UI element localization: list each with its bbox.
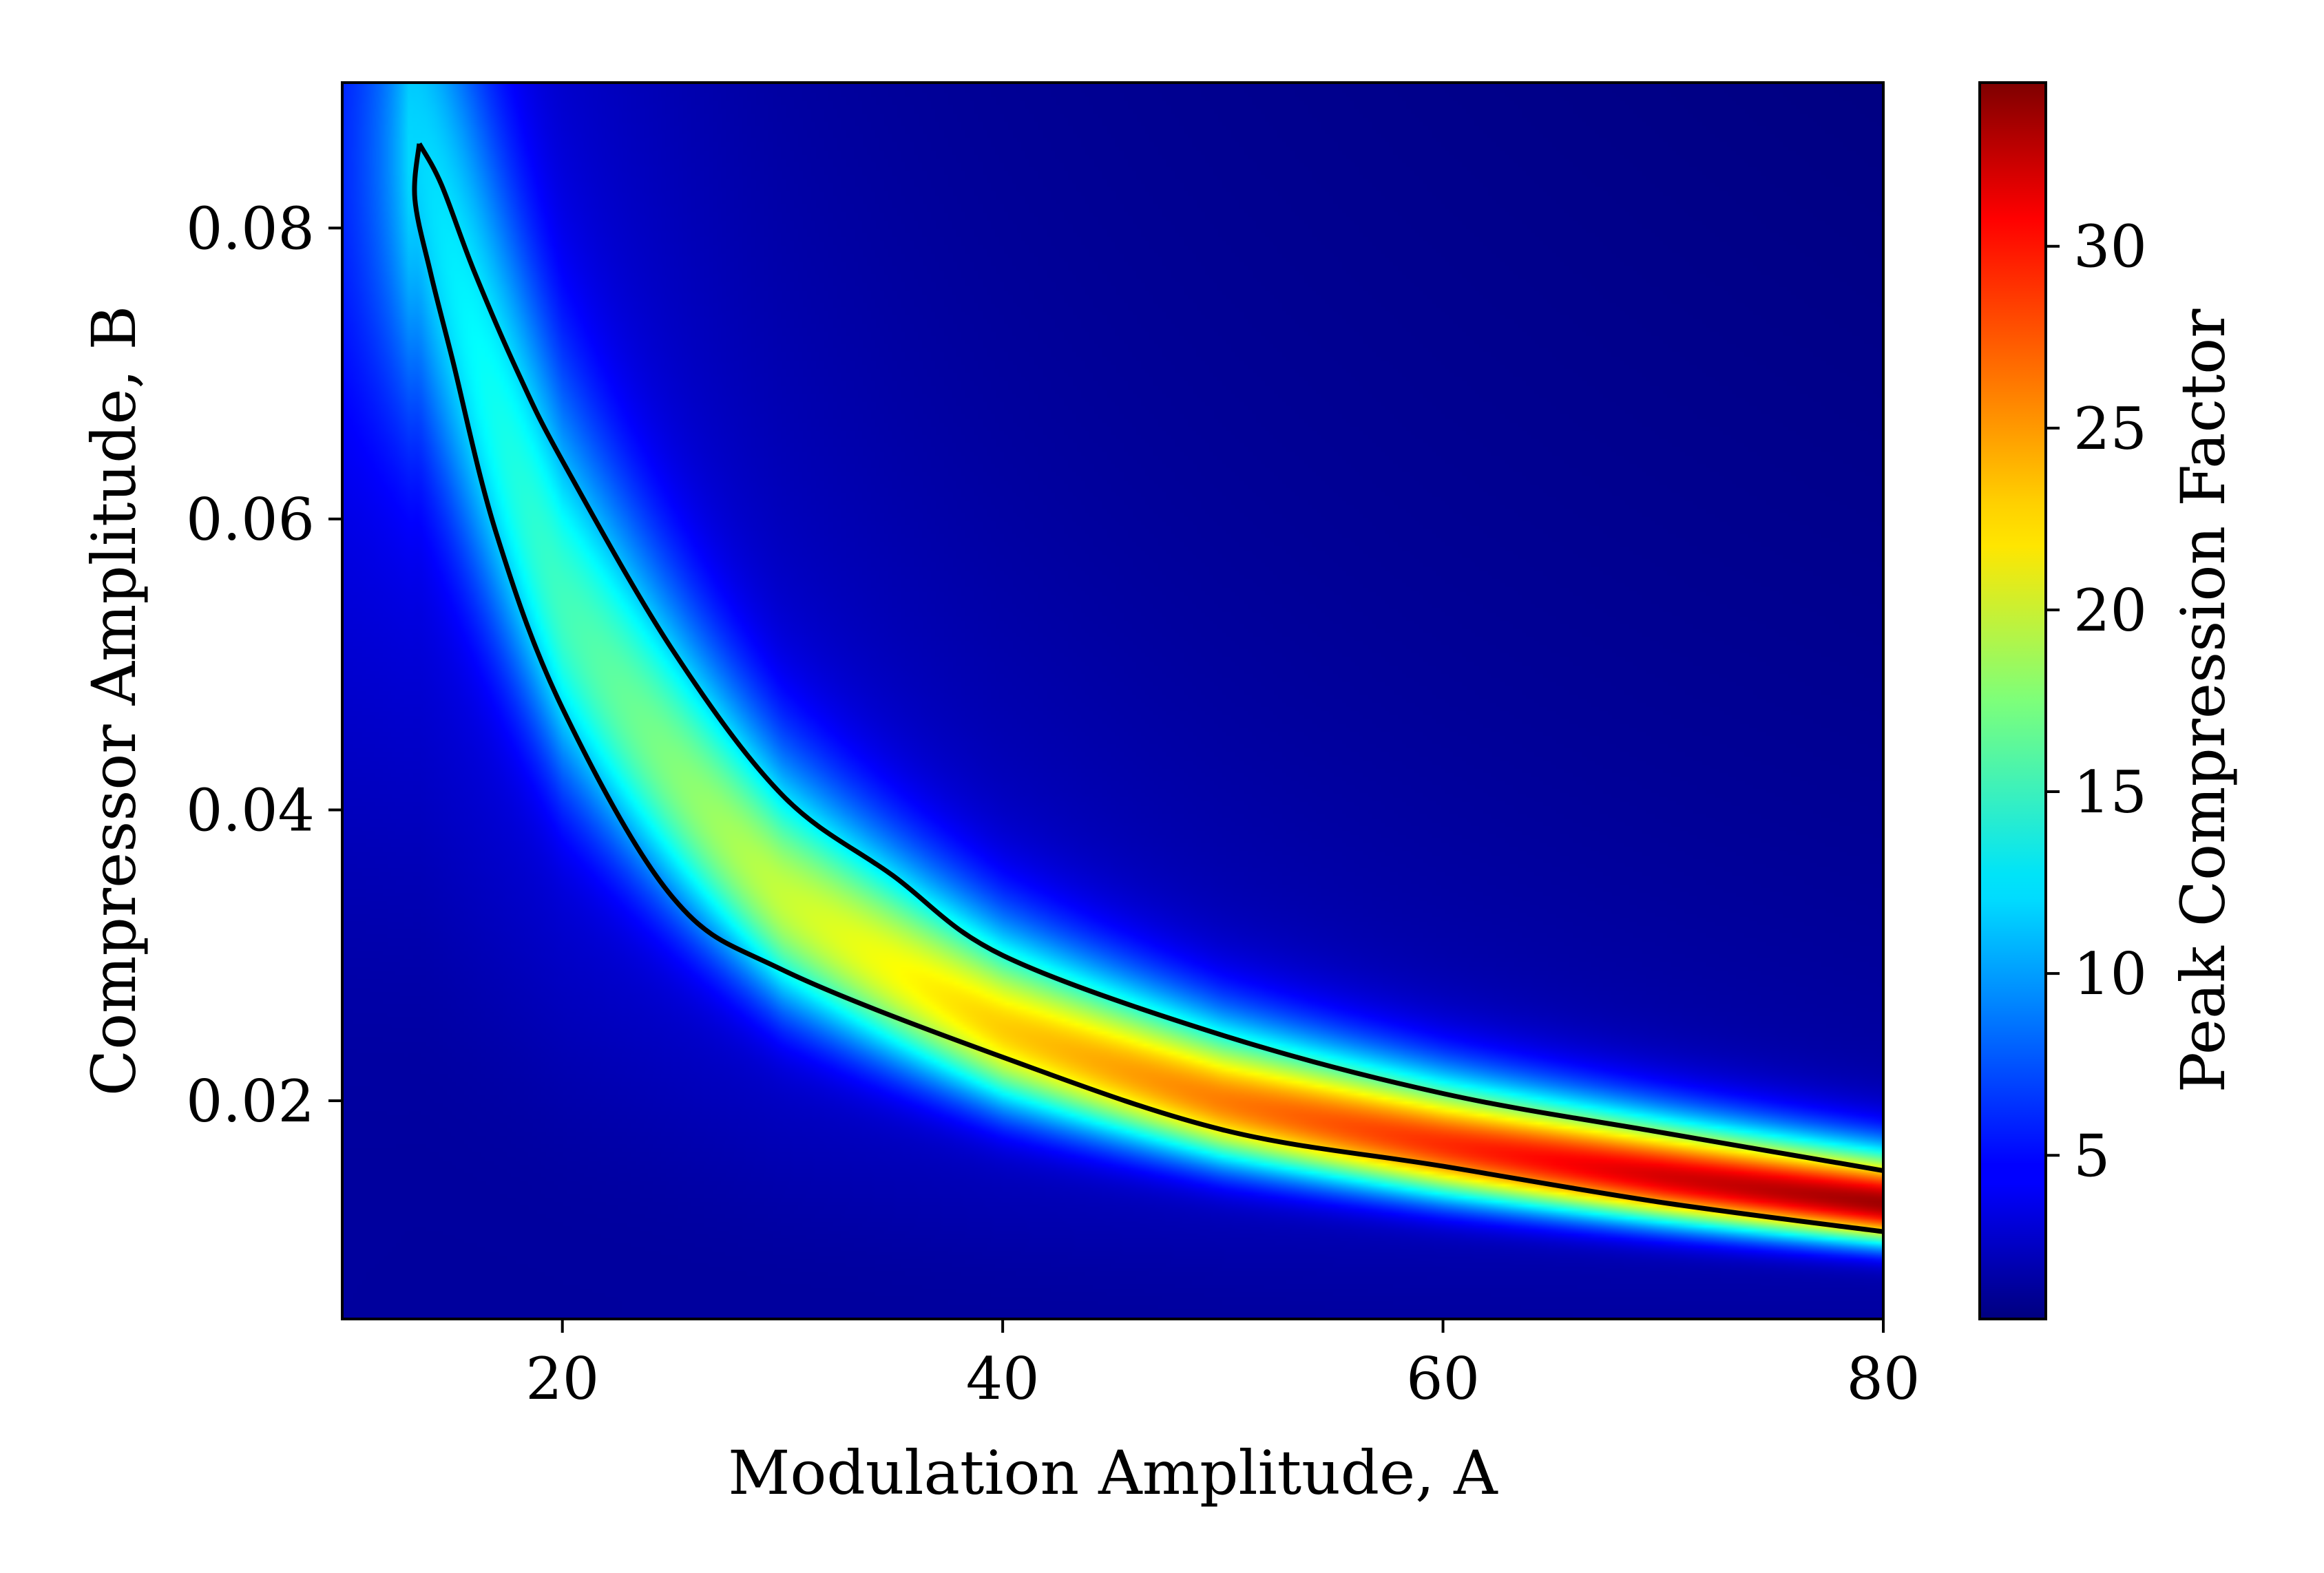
- y-axis: 0.02 0.04 0.06 0.08: [186, 195, 342, 1135]
- colorbar-label: Peak Compression Factor: [2168, 308, 2239, 1093]
- colorbar-tick-label: 10: [2073, 940, 2147, 1008]
- heatmap: [342, 83, 1883, 1319]
- plot-area: [341, 81, 1885, 1320]
- plot-frame: [341, 81, 1885, 1320]
- colorbar-tick-label: 25: [2073, 395, 2147, 463]
- colorbar: 5 10 15 20 25 30: [1978, 81, 2147, 1320]
- y-axis-label: Compressor Amplitude, B: [78, 306, 149, 1096]
- colorbar-gradient: [1980, 83, 2046, 1319]
- y-tick-label: 0.08: [186, 195, 315, 262]
- y-tick-label: 0.04: [186, 777, 315, 844]
- colorbar-ticks: 5 10 15 20 25 30: [2046, 213, 2147, 1190]
- x-axis-label: Modulation Amplitude, A: [728, 1437, 1498, 1508]
- y-tick-label: 0.02: [186, 1068, 315, 1135]
- y-tick-label: 0.06: [186, 486, 315, 553]
- colorbar-tick-label: 30: [2073, 213, 2147, 281]
- colorbar-frame: [1978, 81, 2047, 1320]
- x-tick-label: 80: [1847, 1345, 1920, 1413]
- x-tick-label: 40: [966, 1345, 1040, 1413]
- contour-line: [412, 142, 1883, 1234]
- x-tick-label: 20: [525, 1345, 599, 1413]
- contour-lower: [412, 143, 1883, 1234]
- heatmap-image: [342, 83, 1883, 1319]
- x-axis: 20 40 60 80: [525, 1319, 1920, 1413]
- colorbar-tick-label: 5: [2073, 1122, 2110, 1190]
- colorbar-tick-label: 15: [2073, 759, 2147, 826]
- colorbar-tick-label: 20: [2073, 577, 2147, 644]
- x-tick-label: 60: [1406, 1345, 1480, 1413]
- contour-upper: [417, 142, 1883, 1173]
